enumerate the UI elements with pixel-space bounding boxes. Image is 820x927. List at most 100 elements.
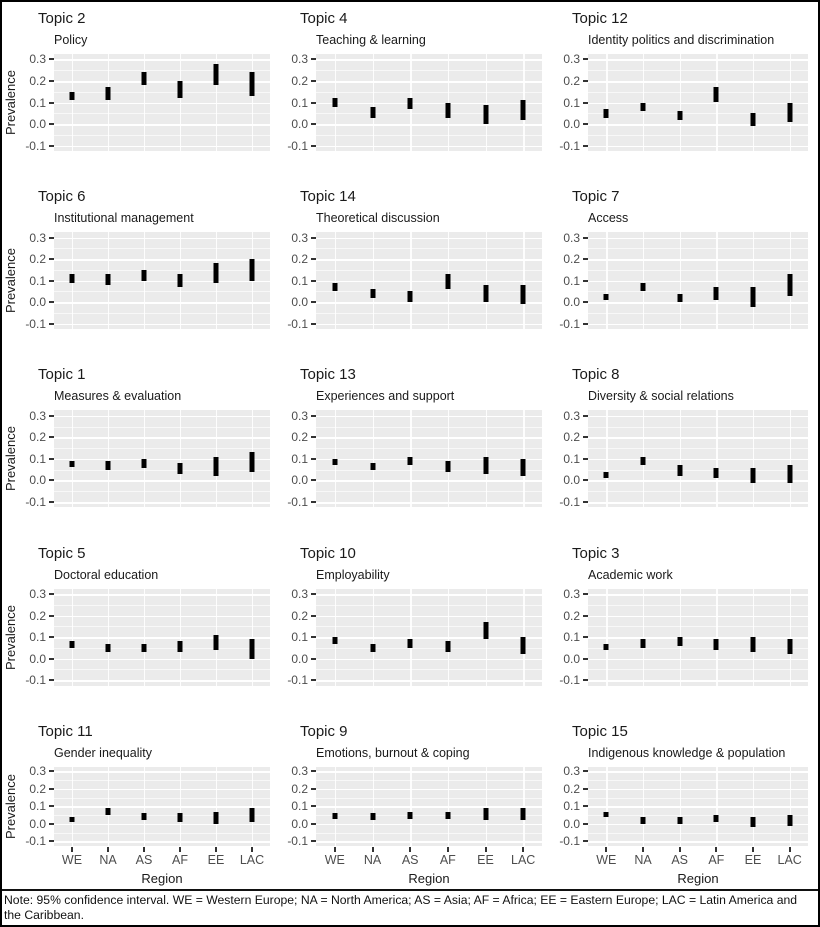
gridline-major	[588, 302, 808, 304]
y-tick-mark	[311, 279, 316, 282]
gridline-vertical	[753, 410, 755, 508]
gridline-major	[316, 124, 542, 126]
y-tick: 0.0	[291, 473, 316, 487]
plot-row: 0.3 0.2 0.1 0.0 -0.1	[552, 230, 808, 331]
y-tick-mark	[49, 840, 54, 843]
ci-interval-af	[713, 467, 719, 479]
plot-panel	[316, 588, 542, 686]
y-tick-label: 0.3	[29, 408, 46, 423]
gridline-major	[316, 615, 542, 618]
plot-row: 0.3 0.2 0.1 0.0 -0.1	[552, 764, 808, 848]
x-tick-mark	[605, 846, 608, 852]
gridline-minor	[54, 815, 270, 817]
y-tick-label: 0.1	[291, 451, 308, 466]
y-tick-label: 0.1	[563, 630, 580, 645]
ci-interval-af	[177, 641, 183, 653]
ci-interval-lac	[787, 815, 793, 826]
y-axis-ticks: 0.3 0.2 0.1 0.0 -0.1	[552, 764, 588, 848]
gridline-minor	[54, 491, 270, 493]
y-tick: 0.1	[29, 96, 54, 110]
ci-interval-lac	[787, 274, 793, 296]
gridline-minor	[54, 269, 270, 271]
y-tick: 0.2	[563, 252, 588, 266]
y-tick-label: 0.1	[563, 451, 580, 466]
y-tick-label: 0.1	[29, 630, 46, 645]
y-tick-mark	[583, 236, 588, 239]
ci-interval-ee	[213, 634, 219, 651]
ci-interval-we	[603, 471, 609, 479]
y-tick-label: 0.0	[291, 117, 308, 132]
y-tick-mark	[311, 501, 316, 503]
y-tick-label: 0.0	[291, 473, 308, 488]
ci-interval-af	[177, 274, 183, 288]
ci-interval-we	[603, 108, 609, 118]
y-tick: -0.1	[559, 834, 588, 848]
gridline-major	[316, 637, 542, 639]
ci-interval-as	[407, 639, 413, 648]
gridline-minor	[316, 832, 542, 834]
y-tick-label: 0.2	[29, 252, 46, 267]
plot-row: 0.3 0.2 0.1 0.0 -0.1	[552, 409, 808, 509]
gridline-vertical	[144, 232, 146, 330]
x-tick-mark	[215, 846, 217, 852]
panel-title: Topic 12	[572, 10, 628, 27]
gridline-minor	[588, 91, 808, 93]
ci-interval-af	[713, 639, 719, 650]
gridline-minor	[588, 626, 808, 628]
gridline-major	[588, 788, 808, 791]
gridline-major	[54, 771, 270, 773]
ci-interval-af	[177, 813, 183, 823]
facet-panel-topic-7: Topic 7 Access 0.3 0.2 0.1 0.0 -0.1	[552, 186, 818, 364]
x-axis-title: Region	[141, 870, 183, 886]
y-tick-mark	[49, 123, 54, 126]
y-tick-mark	[583, 614, 588, 617]
x-tick-label-lac: LAC	[239, 852, 265, 867]
x-tick-label-as: AS	[401, 852, 419, 867]
x-tick-label-af: AF	[708, 852, 725, 867]
y-tick-label: 0.3	[563, 230, 580, 245]
gridline-vertical	[679, 54, 682, 151]
x-tick-label-as: AS	[671, 852, 688, 867]
y-tick-label: 0.2	[563, 430, 580, 445]
gridline-minor	[54, 113, 270, 115]
plot-panel	[316, 410, 542, 508]
gridline-major	[54, 280, 270, 283]
ci-interval-ee	[750, 637, 756, 653]
panel-subtitle: Teaching & learning	[316, 33, 426, 47]
y-axis-ticks: 0.3 0.2 0.1 0.0 -0.1	[280, 52, 316, 153]
gridline-vertical	[372, 54, 374, 151]
panel-title: Topic 6	[38, 188, 86, 206]
gridline-vertical	[372, 766, 374, 846]
plot-row: 0.3 0.2 0.1 0.0 -0.1	[552, 587, 808, 687]
y-tick-label: 0.2	[291, 781, 308, 796]
y-axis-ticks: 0.3 0.2 0.1 0.0 -0.1	[280, 764, 316, 848]
x-tick-label-na: NA	[363, 852, 382, 867]
ci-interval-ee	[750, 467, 756, 483]
x-tick-mark	[409, 846, 412, 852]
y-tick: 0.0	[563, 117, 588, 131]
y-tick-label: 0.3	[291, 586, 308, 601]
gridline-vertical	[216, 54, 218, 151]
gridline-vertical	[447, 410, 450, 508]
y-tick-mark	[311, 101, 316, 104]
y-tick-mark	[311, 636, 316, 639]
y-tick-label: -0.1	[287, 673, 308, 688]
facet-panel-topic-9: Topic 9 Emotions, burnout & coping 0.3 0.2 0…	[280, 721, 552, 889]
y-tick: -0.1	[559, 673, 588, 687]
gridline-minor	[588, 491, 808, 493]
plot-panel	[54, 232, 270, 330]
y-tick-mark	[49, 679, 54, 682]
gridline-major	[588, 437, 808, 439]
y-tick: 0.2	[563, 74, 588, 88]
gridline-vertical	[606, 232, 608, 330]
y-axis-ticks: 0.3 0.2 0.1 0.0 -0.1	[552, 230, 588, 331]
ci-interval-we	[332, 458, 338, 466]
gridline-major	[588, 771, 808, 773]
y-tick-label: 0.2	[29, 73, 46, 88]
y-tick-mark	[311, 236, 316, 239]
ci-interval-as	[407, 98, 413, 109]
y-tick: 0.2	[563, 430, 588, 444]
x-tick-mark	[715, 846, 718, 852]
y-axis-title-text: Prevalence	[2, 248, 18, 314]
plot-row: 0.3 0.2 0.1 0.0 -0.1	[280, 764, 542, 848]
